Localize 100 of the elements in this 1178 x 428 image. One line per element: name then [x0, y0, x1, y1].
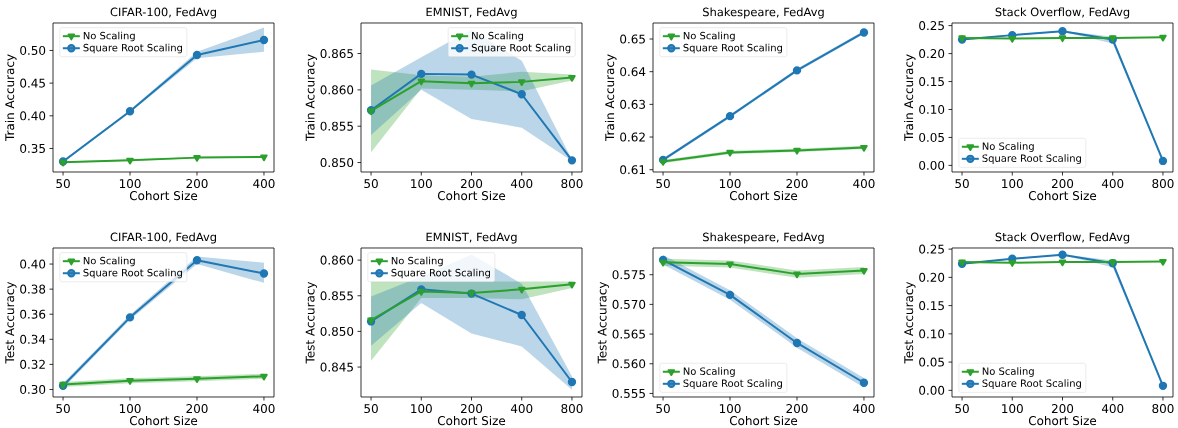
x-axis-title: Cohort Size	[1028, 190, 1097, 200]
legend-label: Square Root Scaling	[471, 43, 571, 54]
chart-title: Stack Overflow, FedAvg	[995, 232, 1130, 244]
x-tick-label: 100	[411, 403, 432, 413]
y-tick-label: 0.35	[20, 143, 45, 153]
y-axis-title: Test Accuracy	[597, 281, 609, 364]
x-axis-title: Cohort Size	[729, 190, 798, 200]
x-tick-label: 100	[719, 403, 741, 413]
legend-label: No Scaling	[982, 141, 1034, 152]
y-tick-label: 0.63	[620, 99, 646, 109]
chart-title: EMNIST, FedAvg	[426, 232, 517, 244]
x-tick-label: 50	[56, 403, 70, 413]
x-tick-label: 50	[656, 403, 670, 413]
y-axis-title: Test Accuracy	[305, 281, 317, 364]
x-tick-label: 400	[1101, 403, 1124, 413]
x-tick-label: 200	[186, 403, 208, 413]
x-tick-label: 800	[561, 178, 583, 188]
x-tick-label: 200	[786, 178, 808, 188]
legend-label: No Scaling	[472, 31, 524, 42]
x-tick-label: 100	[1002, 178, 1023, 188]
x-tick-label: 100	[119, 403, 141, 413]
y-tick-label: 0.40	[20, 259, 46, 269]
legend-label: Square Root Scaling	[83, 43, 182, 54]
y-tick-label: 0.36	[20, 309, 46, 319]
chart-title: Stack Overflow, FedAvg	[995, 7, 1130, 19]
x-tick-label: 200	[1051, 178, 1074, 188]
y-tick-label: 0.860	[320, 255, 354, 265]
y-tick-label: 0.555	[612, 388, 645, 398]
y-tick-label: 0.00	[919, 160, 945, 170]
y-tick-label: 0.850	[320, 326, 354, 336]
x-tick-label: 200	[460, 403, 483, 413]
x-tick-label: 100	[719, 178, 741, 188]
chart-title: CIFAR-100, FedAvg	[110, 232, 216, 244]
legend-label: Square Root Scaling	[683, 43, 782, 54]
x-tick-label: 400	[1101, 178, 1124, 188]
y-tick-label: 0.15	[919, 300, 944, 310]
y-tick-label: 0.40	[20, 111, 46, 121]
legend-label: Square Root Scaling	[982, 154, 1081, 164]
y-tick-label: 0.20	[919, 272, 945, 282]
y-tick-label: 0.30	[20, 384, 46, 394]
x-axis-title: Cohort Size	[437, 415, 506, 425]
chart-title: CIFAR-100, FedAvg	[110, 7, 216, 19]
legend-label: No Scaling	[391, 256, 443, 267]
y-tick-label: 0.570	[612, 299, 646, 309]
y-tick-label: 0.15	[919, 76, 944, 86]
y-axis-title: Train Accuracy	[903, 54, 916, 141]
y-tick-label: 0.845	[320, 362, 353, 372]
x-tick-label: 200	[786, 403, 808, 413]
y-tick-label: 0.05	[919, 357, 944, 367]
x-tick-label: 200	[186, 178, 208, 188]
x-tick-label: 800	[561, 403, 583, 413]
legend-label: No Scaling	[83, 31, 135, 42]
y-tick-label: 0.865	[320, 48, 353, 58]
y-tick-label: 0.855	[320, 121, 353, 131]
y-axis-title: Train Accuracy	[604, 54, 617, 141]
y-tick-label: 0.62	[620, 132, 645, 142]
y-axis-title: Train Accuracy	[4, 54, 17, 141]
x-tick-label: 400	[853, 178, 875, 188]
y-tick-label: 0.25	[919, 244, 944, 254]
x-axis-title: Cohort Size	[129, 415, 198, 425]
y-tick-label: 0.560	[612, 358, 646, 369]
chart-title: Shakespeare, FedAvg	[703, 232, 824, 244]
y-tick-label: 0.05	[919, 132, 944, 142]
x-tick-label: 200	[460, 178, 483, 188]
chart-title: Shakespeare, FedAvg	[703, 7, 824, 19]
x-axis-title: Cohort Size	[1028, 415, 1097, 425]
x-tick-label: 400	[853, 403, 875, 413]
y-tick-label: 0.34	[20, 334, 46, 344]
y-tick-label: 0.565	[612, 329, 645, 339]
chart-title: EMNIST, FedAvg	[426, 7, 517, 19]
y-tick-label: 0.65	[620, 34, 645, 44]
y-tick-label: 0.860	[320, 85, 354, 95]
y-tick-label: 0.50	[20, 45, 46, 55]
legend-label: Square Root Scaling	[982, 379, 1081, 389]
y-tick-label: 0.10	[919, 104, 945, 114]
legend-label: No Scaling	[982, 366, 1034, 377]
legend-label: Square Root Scaling	[391, 268, 490, 279]
legend-label: No Scaling	[83, 256, 135, 267]
y-axis-title: Train Accuracy	[305, 54, 317, 141]
x-tick-label: 100	[411, 178, 432, 188]
y-tick-label: 0.64	[620, 66, 646, 76]
y-tick-label: 0.855	[320, 291, 353, 301]
x-tick-label: 800	[1152, 403, 1174, 413]
x-tick-label: 50	[656, 178, 670, 188]
y-tick-label: 0.61	[620, 164, 645, 174]
y-axis-title: Test Accuracy	[904, 281, 916, 364]
y-axis-title: Test Accuracy	[5, 281, 17, 364]
x-axis-title: Cohort Size	[729, 415, 798, 425]
legend-label: Square Root Scaling	[83, 268, 182, 279]
legend-label: No Scaling	[683, 366, 735, 377]
x-axis-title: Cohort Size	[437, 190, 506, 200]
y-tick-label: 0.25	[919, 20, 944, 30]
y-tick-label: 0.38	[20, 284, 46, 294]
x-tick-label: 50	[364, 178, 378, 188]
x-tick-label: 400	[510, 403, 533, 413]
y-tick-label: 0.20	[919, 48, 945, 58]
y-tick-label: 0.32	[20, 359, 45, 369]
x-tick-label: 50	[955, 403, 969, 413]
y-tick-label: 0.00	[919, 385, 945, 395]
x-tick-label: 400	[253, 403, 275, 413]
